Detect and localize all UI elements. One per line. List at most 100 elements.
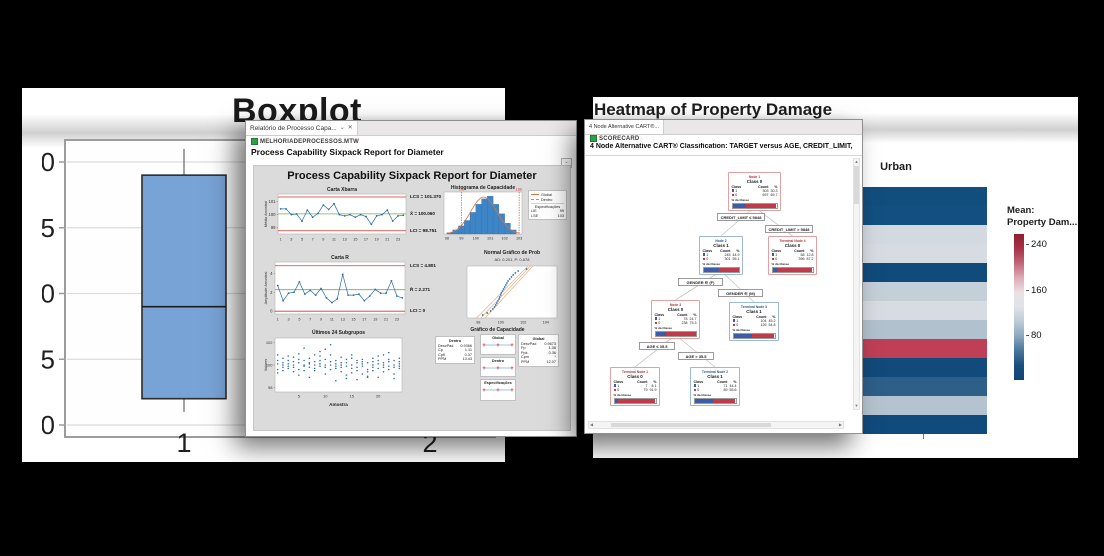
svg-text:23: 23 (395, 318, 399, 322)
probplot-subtitle: AD: 0.201, P: 0.878 (494, 257, 530, 262)
class-color-swatch (732, 323, 736, 327)
split-rule-label: CREDIT_LIMIT ≤ 5848 (717, 213, 765, 221)
svg-text:17: 17 (362, 318, 366, 322)
close-icon[interactable]: ✕ (347, 125, 353, 131)
interval-plot: + + + (482, 366, 514, 372)
scroll-left-icon[interactable]: ◀ (590, 422, 594, 427)
tab-label: 4 Node Alternative CART®... (589, 124, 659, 130)
svg-text:13: 13 (343, 238, 347, 242)
svg-text:+: + (496, 366, 500, 372)
class-color-swatch (654, 321, 658, 325)
svg-text:+: + (482, 343, 486, 349)
svg-text:98: 98 (445, 237, 449, 241)
class-color-swatch (693, 384, 697, 388)
tab-cart-classification[interactable]: 4 Node Alternative CART®... (585, 120, 664, 134)
class-color-swatch (702, 253, 706, 257)
scroll-right-icon[interactable]: ▶ (838, 422, 842, 427)
class-distribution-bar (654, 330, 697, 337)
vertical-scrollbar[interactable]: ▲ ▼ (853, 158, 860, 410)
svg-text:98: 98 (476, 321, 480, 325)
interval-plot-especificacoes: Especificações + + + (480, 379, 516, 401)
horizontal-scrollbar[interactable]: ◀ ▶ (588, 421, 844, 429)
worksheet-name: MELHORIADEPROCESSOS.MTW (260, 138, 359, 145)
xbar-center-label: X̄ = 100.060 (410, 211, 435, 216)
capability-plot-title: Gráfico de Capacidade (470, 327, 525, 333)
svg-text:98: 98 (268, 385, 273, 390)
svg-text:4: 4 (270, 271, 273, 276)
scrollbar-thumb[interactable] (611, 423, 771, 427)
legend-title-line2: Property Dam... (1007, 217, 1078, 228)
class-color-swatch (613, 384, 617, 388)
report-heading: Process Capability Sixpack Report for Di… (251, 147, 444, 157)
class-color-swatch (732, 319, 736, 323)
svg-text:1: 1 (176, 428, 191, 456)
legend-tick: 240 (1026, 239, 1047, 250)
svg-text:102: 102 (520, 321, 526, 325)
global-line-icon (531, 194, 539, 195)
node-header: Terminal Node 4 (779, 238, 806, 243)
svg-text:102: 102 (501, 237, 507, 241)
node-table: Class Count% 1 303 30.3 0 697 69.7 (731, 184, 778, 197)
svg-text:Valores: Valores (264, 359, 268, 372)
worksheet-icon (251, 138, 258, 145)
tab-sixpack-report[interactable]: Relatório de Processo Capa... ⌄ ✕ (246, 121, 358, 135)
legend-entry-global: Global (531, 192, 564, 197)
svg-text:1: 1 (277, 318, 279, 322)
svg-text:+: + (510, 343, 514, 349)
rchart-title: Carta R (331, 255, 349, 261)
svg-text:0: 0 (270, 309, 273, 314)
heatmap-cell (861, 263, 987, 282)
class-color-swatch (693, 388, 697, 392)
legend-gradient-bar (1014, 234, 1024, 380)
svg-text:20: 20 (42, 147, 55, 177)
heatmap-cell (861, 415, 987, 434)
split-rule-label: AGE ≤ 35.5 (639, 342, 675, 350)
scroll-down-icon[interactable]: ▼ (854, 403, 859, 408)
svg-text:17: 17 (364, 238, 368, 242)
collapse-icon[interactable]: ⌄ (339, 125, 345, 131)
stat-row: PPM 13.43 (438, 357, 472, 362)
worksheet-row[interactable]: MELHORIADEPROCESSOS.MTW (251, 138, 359, 145)
worksheet-row[interactable]: SCORECARD (590, 135, 639, 142)
node-header: Terminal Node 2 (701, 369, 729, 374)
node-class-label: Class 0 (746, 178, 763, 184)
svg-text:19: 19 (373, 318, 377, 322)
heatmap-cell (861, 358, 987, 377)
scrollbar-thumb[interactable] (854, 166, 859, 204)
dentro-stats-box: Dentro DesvPad 0.9366 Cp 1.11 CpK 0.37 PPM 13.4… (435, 336, 475, 365)
heatmap-cell (861, 206, 987, 225)
split-rule-label: CREDIT_LIMIT > 5848 (765, 225, 813, 233)
svg-text:99: 99 (459, 237, 463, 241)
tick-mark (1026, 289, 1029, 291)
svg-text:21: 21 (384, 318, 388, 322)
heatmap-cell (861, 339, 987, 358)
node-table: Class Count% 1 104 45.2 0 126 54.8 (732, 314, 776, 327)
svg-text:13: 13 (341, 318, 345, 322)
svg-text:+: + (510, 366, 514, 372)
svg-text:LIE: LIE (459, 188, 465, 192)
svg-text:LSE: LSE (516, 188, 523, 192)
class-color-swatch (771, 257, 775, 261)
svg-text:20: 20 (376, 394, 381, 399)
svg-text:100: 100 (473, 237, 479, 241)
rchart-ucl-label: LCS = 4.801 (410, 263, 436, 268)
histogram-title: Histograma de Capacidade (450, 185, 516, 191)
tree-node-t6: Terminal Node 4 Class 0 Class Count% 1 58 12.8… (768, 236, 817, 276)
node-header: Terminal Node 1 (621, 369, 649, 374)
tick-mark (1026, 243, 1029, 245)
heatmap-cell (861, 187, 987, 206)
class-color-swatch (702, 257, 706, 261)
svg-text:15: 15 (350, 394, 355, 399)
xbar-chart-title: Carta Xbarra (326, 187, 357, 193)
heatmap-title: Heatmap of Property Damage (593, 100, 833, 119)
scroll-up-icon[interactable]: ▲ (854, 159, 859, 164)
class-color-swatch (654, 317, 658, 321)
tree-node-t2: Terminal Node 2 Class 1 Class Count% 1 71 44.4… (690, 367, 740, 407)
heatmap-column-header: Urban (880, 161, 912, 173)
node-class-label: Class 0 (667, 306, 684, 312)
stat-row: Ppk 0.36 (521, 350, 556, 355)
svg-text:+: + (510, 388, 514, 394)
node-table: Class Count% 1 78 24.7 0 238 75.3 (654, 312, 697, 325)
